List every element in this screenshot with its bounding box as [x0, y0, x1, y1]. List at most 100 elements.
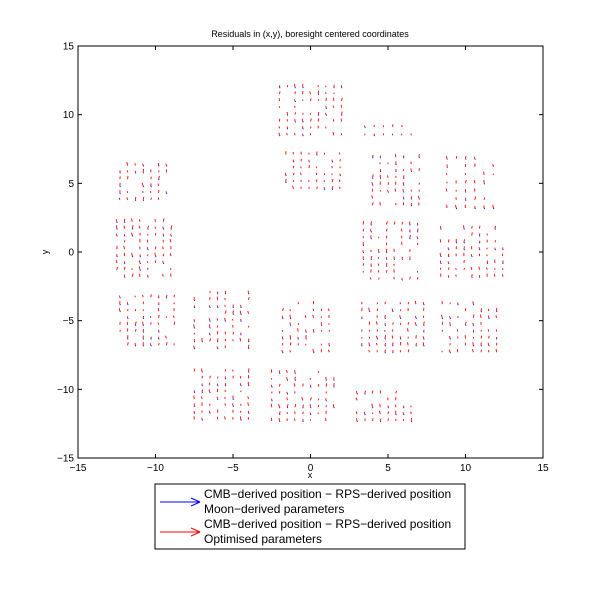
residual-vector-moon: [241, 420, 242, 421]
residual-vector-moon: [386, 252, 387, 253]
residual-vector-moon: [194, 328, 195, 329]
residual-vector-optimised: [143, 329, 144, 332]
residual-vector-optimised: [392, 308, 393, 311]
residual-vector-optimised: [171, 234, 172, 236]
residual-vector-moon: [117, 222, 118, 223]
residual-vector-moon: [489, 345, 490, 346]
residual-vector-moon: [473, 332, 474, 333]
residual-vector-moon: [497, 311, 498, 312]
residual-vector-moon: [363, 252, 364, 253]
residual-vector-moon: [410, 238, 411, 239]
residual-vector-moon: [394, 259, 395, 260]
residual-vector-moon: [120, 304, 121, 305]
residual-vector-moon: [326, 115, 327, 116]
residual-vector-moon: [495, 229, 496, 230]
residual-vector-optimised: [371, 221, 372, 224]
residual-vector-moon: [117, 236, 118, 237]
residual-vector-moon: [311, 387, 312, 388]
residual-vector-moon: [295, 122, 296, 123]
legend-label-optimised-line1: CMB−derived position − RPS−derived posit…: [204, 517, 451, 531]
residual-vector-moon: [456, 242, 457, 243]
residual-vector-moon: [458, 304, 459, 305]
residual-vector-moon: [132, 256, 133, 257]
residual-vector-optimised: [143, 322, 144, 325]
residual-vector-optimised: [449, 350, 450, 353]
residual-vector-moon: [249, 371, 250, 372]
residual-vector-optimised: [143, 191, 144, 193]
residual-vector-moon: [393, 311, 394, 312]
residual-vector-optimised: [194, 346, 195, 348]
residual-vector-moon: [225, 378, 226, 379]
residual-vector-optimised: [471, 254, 472, 256]
residual-vector-moon: [156, 256, 157, 257]
residual-vector-moon: [295, 87, 296, 88]
residual-vector-moon: [210, 413, 211, 414]
residual-vector-moon: [233, 314, 234, 315]
residual-vector-optimised: [387, 175, 388, 177]
residual-vector-optimised: [332, 173, 333, 175]
residual-vector-optimised: [271, 404, 272, 407]
residual-vector-moon: [357, 393, 358, 394]
residual-vector-optimised: [404, 175, 405, 178]
residual-vector-optimised: [480, 315, 481, 318]
residual-vector-moon: [163, 236, 164, 237]
residual-vector-moon: [479, 242, 480, 243]
legend-label-optimised-line2: Optimised parameters: [204, 532, 322, 546]
residual-vector-optimised: [279, 133, 280, 136]
residual-vector-moon: [402, 259, 403, 260]
residual-vector-moon: [143, 325, 144, 326]
x-tick-label: 10: [460, 463, 472, 474]
residual-vector-optimised: [301, 166, 302, 168]
residual-vector-moon: [163, 263, 164, 264]
residual-vector-optimised: [403, 412, 404, 414]
residual-vector-optimised: [240, 311, 241, 314]
residual-vector-moon: [448, 277, 449, 278]
residual-vector-moon: [218, 293, 219, 294]
residual-vector-optimised: [372, 182, 373, 185]
residual-vector-moon: [484, 183, 485, 184]
residual-vector-moon: [466, 325, 467, 326]
residual-vector-moon: [202, 371, 203, 372]
residual-vector-moon: [411, 198, 412, 199]
residual-vector-moon: [202, 385, 203, 386]
residual-vector-optimised: [290, 342, 291, 345]
residual-vector-optimised: [124, 246, 125, 249]
residual-vector-optimised: [166, 295, 167, 297]
residual-vector-moon: [159, 339, 160, 340]
residual-vector-optimised: [143, 316, 144, 318]
residual-vector-moon: [241, 314, 242, 315]
residual-vector-optimised: [303, 412, 304, 414]
residual-vector-moon: [140, 256, 141, 257]
residual-vector-optimised: [280, 384, 281, 387]
residual-vector-moon: [249, 385, 250, 386]
residual-vector-optimised: [448, 239, 449, 242]
residual-vector-moon: [151, 345, 152, 346]
residual-vector-optimised: [163, 274, 164, 277]
residual-vector-moon: [298, 339, 299, 340]
y-tick-label: −5: [63, 316, 75, 327]
residual-vector-moon: [135, 325, 136, 326]
residual-vector-optimised: [369, 350, 370, 352]
residual-vector-optimised: [326, 113, 327, 115]
legend-label-moon-line2: Moon−derived parameters: [204, 502, 344, 516]
residual-vector-optimised: [473, 314, 474, 317]
residual-vector-optimised: [388, 411, 389, 414]
residual-vector-moon: [159, 297, 160, 298]
residual-vector-optimised: [313, 309, 314, 312]
x-tick-label: −5: [227, 463, 239, 474]
residual-vector-moon: [411, 205, 412, 206]
residual-vector-moon: [135, 172, 136, 173]
y-tick-label: 15: [63, 42, 75, 53]
residual-vector-moon: [120, 311, 121, 312]
residual-vector-moon: [380, 178, 381, 179]
residual-vector-optimised: [159, 315, 160, 318]
residual-vector-optimised: [408, 302, 409, 304]
residual-vector-optimised: [388, 182, 389, 184]
residual-vector-moon: [303, 122, 304, 123]
residual-vector-moon: [404, 192, 405, 193]
residual-vector-moon: [132, 229, 133, 230]
residual-vector-moon: [385, 352, 386, 353]
residual-vector-optimised: [369, 342, 370, 345]
residual-vector-moon: [159, 165, 160, 166]
residual-vector-moon: [171, 229, 172, 230]
